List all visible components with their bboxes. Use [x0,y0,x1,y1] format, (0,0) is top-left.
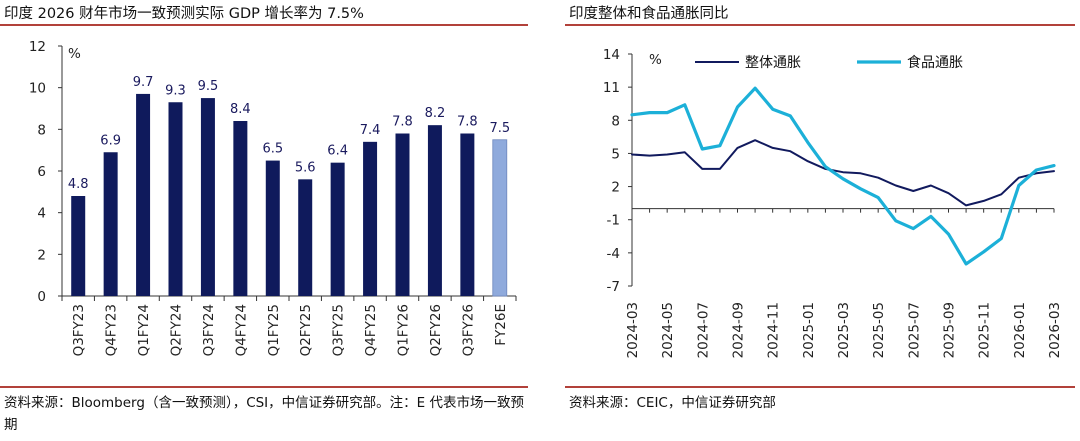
y-tick-label: 4 [37,206,46,222]
data-label-Q3FY25: 6.4 [327,144,348,159]
bar-Q2FY24 [168,102,183,296]
right-panel: 印度整体和食品通胀同比 14 11 8 5 2 -1 -4 -7% 2024-03 2024-05… [565,0,1080,441]
bar-Q4FY23 [103,152,118,296]
data-label-Q1FY25: 6.5 [262,142,283,157]
data-label-Q2FY24: 9.3 [165,83,186,98]
data-label-Q1FY24: 9.7 [133,75,154,90]
right-source-rule [565,386,1075,388]
data-label-Q4FY25: 7.4 [360,123,381,138]
data-label-Q3FY24: 9.5 [198,79,219,94]
data-label-Q2FY25: 5.6 [295,160,316,175]
bar-Q3FY23 [71,196,86,296]
x-tick-label: Q3FY24 [201,304,217,356]
y-tick-label: 2 [611,180,620,196]
x-tick-label: 2025-11 [977,302,993,358]
bar-Q4FY24 [233,121,248,296]
data-label-Q2FY26: 8.2 [425,106,446,121]
data-label-FY26E: 7.5 [489,121,510,136]
y-tick-label: 6 [37,164,46,180]
x-tick-label: Q1FY24 [136,304,152,356]
bar-Q3FY26 [460,133,475,296]
bar-Q2FY25 [298,179,313,296]
data-label-Q3FY26: 7.8 [457,115,478,130]
right-source-note: 资料来源：CEIC，中信证券研究部 [569,395,776,411]
x-tick-label: Q4FY23 [104,304,120,356]
left-title-rule [0,24,528,26]
x-tick-label: 2025-05 [871,302,887,358]
x-tick-label: Q2FY26 [428,304,444,356]
gdp-bar-chart: 0 2 4 6 8 10 12 % 4.8 Q3FY23 6.9 Q4FY23 9.7 Q1FY24 9.3… [29,39,517,356]
right-title-rule [565,24,1075,26]
bar-FY26E [492,139,508,297]
inflation-line-chart: 14 11 8 5 2 -1 -4 -7% 2024-03 2024-05 2024-07 2024-… [603,47,1063,358]
y-tick-label: 8 [37,122,46,138]
bar-Q3FY24 [200,98,215,296]
legend-label-food: 食品通胀 [907,54,963,71]
x-tick-label: 2024-03 [625,302,641,358]
x-tick-label: 2024-05 [660,302,676,358]
y-unit-label: % [649,52,662,68]
x-tick-label: 2024-09 [731,302,747,358]
y-tick-label: -1 [607,213,620,229]
x-tick-label: 2024-07 [695,302,711,358]
x-tick-label: 2026-01 [1012,302,1028,358]
data-label-Q4FY24: 8.4 [230,102,251,117]
x-tick-label: 2025-03 [836,302,852,358]
x-tick-label: 2025-01 [801,302,817,358]
bar-Q1FY24 [136,93,151,297]
y-tick-label: -7 [607,279,620,295]
data-label-Q4FY23: 6.9 [100,133,121,148]
bar-Q1FY25 [265,160,280,296]
y-tick-label: 8 [611,113,620,129]
x-tick-label: 2025-09 [942,302,958,358]
x-tick-label: Q4FY25 [363,304,379,356]
bar-Q4FY25 [363,141,378,296]
data-label-Q3FY23: 4.8 [68,177,89,192]
left-panel: 印度 2026 财年市场一致预测实际 GDP 增长率为 7.5% 0 2 4 6 8 10… [0,6,528,433]
bar-Q1FY26 [395,133,410,296]
x-tick-label: Q3FY26 [460,304,476,356]
y-tick-label: 0 [37,289,46,305]
y-tick-label: 2 [37,247,46,263]
y-tick-label: 14 [603,47,620,63]
x-tick-label: 2024-11 [766,302,782,358]
y-tick-label: 10 [29,81,46,97]
left-chart-title: 印度 2026 财年市场一致预测实际 GDP 增长率为 7.5% [4,6,364,22]
right-chart-title: 印度整体和食品通胀同比 [569,6,729,22]
bar-Q2FY26 [427,125,442,297]
series-line-headline-inflation [631,139,1055,207]
x-tick-label: Q2FY24 [169,304,185,356]
y-tick-label: 12 [29,39,46,55]
x-tick-label: Q4FY24 [233,304,249,356]
y-tick-label: -4 [607,246,620,262]
y-tick-label: 5 [611,146,620,162]
x-tick-label: Q1FY25 [266,304,282,356]
x-tick-label: Q3FY25 [331,304,347,356]
x-tick-label: 2025-07 [906,302,922,358]
series-line-food-inflation [630,86,1056,266]
x-tick-label: 2026-03 [1047,302,1063,358]
x-tick-label: Q3FY23 [71,304,87,356]
x-tick-label: FY26E [493,304,509,346]
y-unit-label: % [68,46,81,62]
left-source-note: 资料来源：Bloomberg（含一致预测），CSI，中信证券研究部。注：E 代表… [4,395,524,433]
data-label-Q1FY26: 7.8 [392,115,413,130]
legend-label-headline: 整体通胀 [745,55,801,71]
y-tick-label: 11 [603,80,620,96]
x-tick-label: Q2FY25 [298,304,314,356]
bar-Q3FY25 [330,162,345,296]
left-source-rule [0,386,528,388]
x-tick-label: Q1FY26 [396,304,412,356]
